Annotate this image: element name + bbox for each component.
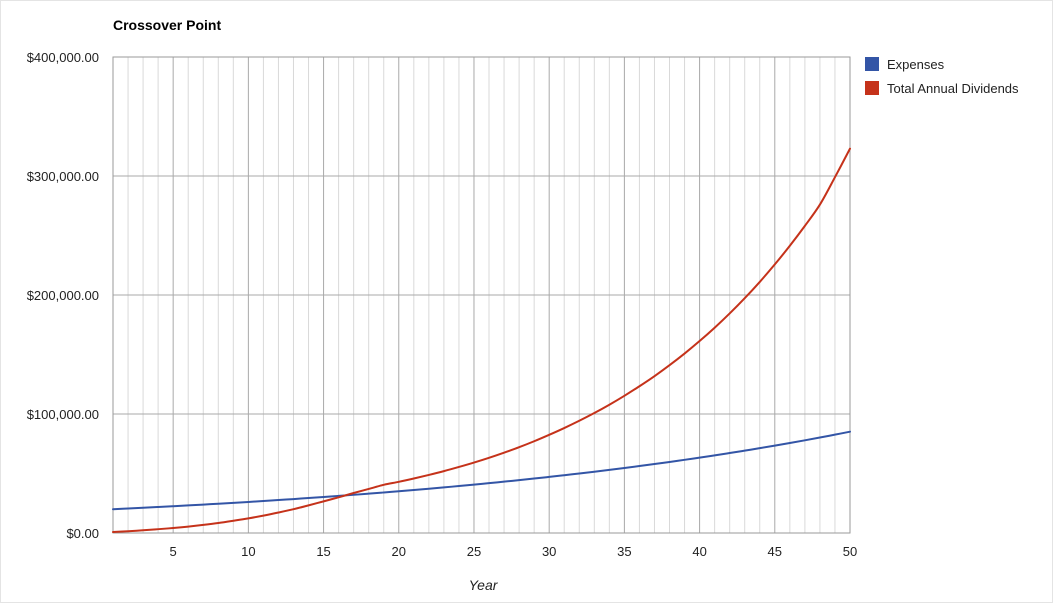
x-tick-label: 50 — [843, 544, 857, 559]
y-tick-label: $0.00 — [66, 526, 99, 541]
legend[interactable]: Expenses Total Annual Dividends — [865, 57, 1019, 96]
x-tick-label: 30 — [542, 544, 556, 559]
x-axis-tick-labels: 5 10 15 20 25 30 35 40 45 50 — [170, 544, 858, 559]
x-tick-label: 40 — [692, 544, 706, 559]
x-tick-label: 5 — [170, 544, 177, 559]
legend-item-expenses[interactable]: Expenses — [865, 57, 945, 72]
y-tick-label: $200,000.00 — [27, 288, 99, 303]
legend-swatch — [865, 57, 879, 71]
x-tick-label: 25 — [467, 544, 481, 559]
series-lines — [112, 147, 851, 534]
plot-border — [112, 56, 851, 534]
y-tick-label: $100,000.00 — [27, 407, 99, 422]
x-tick-label: 20 — [392, 544, 406, 559]
x-tick-label: 45 — [768, 544, 782, 559]
y-tick-label: $300,000.00 — [27, 169, 99, 184]
legend-label: Expenses — [887, 57, 945, 72]
legend-item-total-annual-dividends[interactable]: Total Annual Dividends — [865, 81, 1019, 96]
y-tick-label: $400,000.00 — [27, 50, 99, 65]
x-tick-label: 35 — [617, 544, 631, 559]
series-line-expenses — [112, 430, 851, 511]
series-line-total-annual-dividends — [112, 147, 851, 534]
legend-label: Total Annual Dividends — [887, 81, 1019, 96]
x-tick-label: 15 — [316, 544, 330, 559]
x-tick-label: 10 — [241, 544, 255, 559]
major-gridlines — [113, 56, 851, 534]
x-axis-title: Year — [469, 577, 499, 593]
chart-title: Crossover Point — [113, 17, 221, 33]
legend-swatch — [865, 81, 879, 95]
y-axis-tick-labels: $0.00 $100,000.00 $200,000.00 $300,000.00 $4… — [27, 50, 99, 541]
